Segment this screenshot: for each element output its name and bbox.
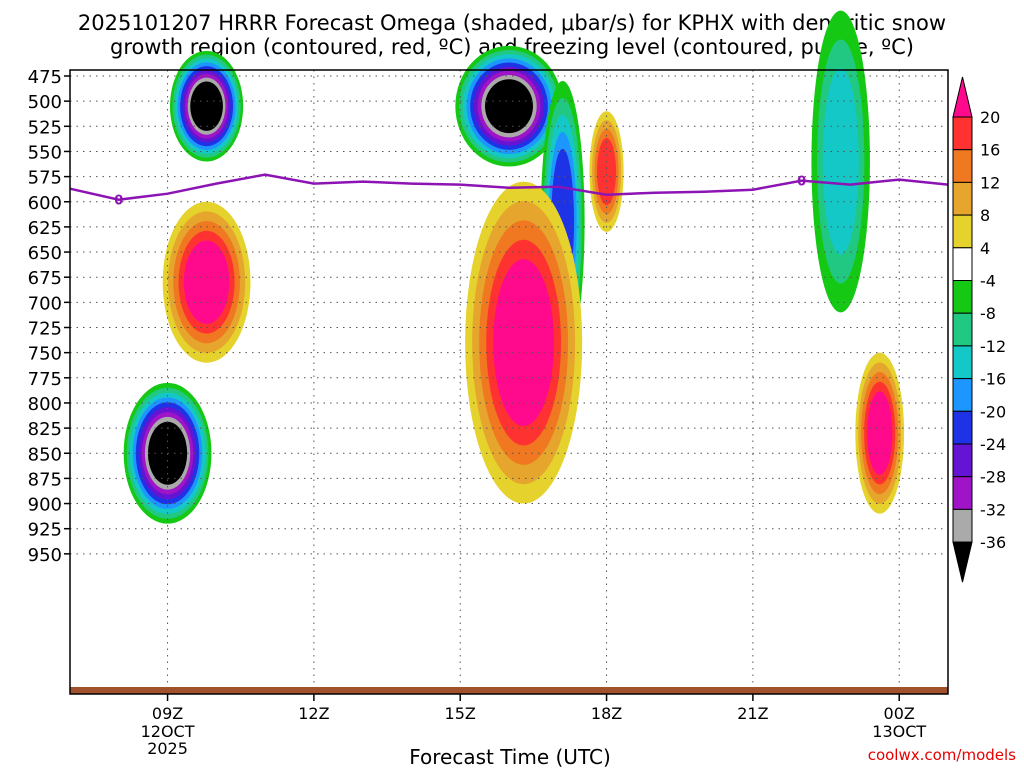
y-tick-label-825: 825 xyxy=(28,419,62,440)
omega-contour-descent-east-20 xyxy=(867,391,893,475)
grid-lines xyxy=(70,70,948,694)
y-axis: 475 500 525 550 575 600 625 650 675 700 725 750 775 8… xyxy=(28,67,70,566)
ground-strip xyxy=(70,687,948,694)
colorbar-swatch-7 xyxy=(952,312,973,347)
freezing-level-label-1: 0 xyxy=(797,175,806,190)
colorbar-label-5: -4 xyxy=(980,272,996,291)
colorbar-label-8: -16 xyxy=(980,370,1006,389)
y-tick-label-950: 950 xyxy=(28,545,62,566)
colorbar-swatch-8 xyxy=(952,345,973,380)
colorbar-label-13: -36 xyxy=(980,533,1006,552)
colorbar-swatch-5 xyxy=(952,247,973,282)
colorbar-swatch-12 xyxy=(952,476,973,510)
colorbar-swatch-4 xyxy=(952,214,973,249)
y-tick-label-750: 750 xyxy=(28,344,62,365)
y-tick-label-850: 850 xyxy=(28,444,62,465)
omega-feature-strong-ascent-upper-2 xyxy=(455,45,563,167)
x-tick-label-21Z: 21Z xyxy=(737,704,768,723)
colorbar-label-3: 8 xyxy=(980,206,990,225)
colorbar-bottom-arrow xyxy=(952,541,973,583)
colorbar-swatch-2 xyxy=(952,149,973,183)
omega-feature-ascent-band-east xyxy=(811,10,870,313)
y-tick-label-550: 550 xyxy=(28,142,62,163)
colorbar-label-11: -28 xyxy=(980,468,1006,487)
colorbar-top-arrow xyxy=(952,76,973,118)
y-tick-label-575: 575 xyxy=(28,168,62,189)
x-axis-label: Forecast Time (UTC) xyxy=(409,745,611,768)
colorbar: 20 16 12 8 4 -4 -8 -12 -16 -20 -24 -28 -32 -36 xyxy=(952,76,1006,583)
freezing-level-line xyxy=(69,173,949,201)
omega-feature-descent-center xyxy=(465,181,583,504)
omega-contour-ascent-band-east--12 xyxy=(822,68,859,255)
omega-contour-descent-center-20 xyxy=(493,259,554,427)
colorbar-swatch-11 xyxy=(952,443,973,478)
x-date-label-09Z: 12OCT xyxy=(141,722,195,741)
plot-area: 00 xyxy=(69,10,949,695)
y-tick-label-675: 675 xyxy=(28,268,62,289)
colorbar-label-1: 16 xyxy=(980,141,1000,160)
y-tick-label-925: 925 xyxy=(28,520,62,541)
omega-contour-descent-west-20 xyxy=(183,240,230,324)
plot-frame xyxy=(69,69,949,695)
colorbar-swatch-3 xyxy=(952,181,973,216)
y-tick-label-875: 875 xyxy=(28,469,62,490)
y-tick-label-700: 700 xyxy=(28,293,62,314)
colorbar-swatch-1 xyxy=(952,116,973,151)
colorbar-label-7: -12 xyxy=(980,337,1006,356)
colorbar-label-0: 20 xyxy=(980,108,1000,127)
y-tick-label-500: 500 xyxy=(28,92,62,113)
y-tick-label-625: 625 xyxy=(28,218,62,239)
colorbar-swatch-9 xyxy=(952,378,973,412)
x-tick-label-15Z: 15Z xyxy=(445,704,476,723)
x-year-label-09Z: 2025 xyxy=(147,739,188,758)
omega-contour-strong-ascent-upper-2--36 xyxy=(485,79,533,134)
omega-feature-descent-narrow xyxy=(589,111,624,232)
y-tick-label-475: 475 xyxy=(28,67,62,88)
omega-feature-strong-ascent-upper-1 xyxy=(169,50,244,162)
colorbar-swatch-13 xyxy=(952,508,973,543)
colorbar-label-9: -20 xyxy=(980,402,1006,421)
omega-contour-strong-ascent-upper-1--36 xyxy=(190,81,223,131)
x-tick-label-09Z: 09Z xyxy=(152,704,183,723)
freezing-level-labels: 00 xyxy=(114,175,806,209)
colorbar-label-12: -32 xyxy=(980,500,1006,519)
y-tick-label-650: 650 xyxy=(28,243,62,264)
y-tick-label-600: 600 xyxy=(28,193,62,214)
x-tick-label-00Z: 00Z xyxy=(884,704,915,723)
x-tick-label-12Z: 12Z xyxy=(298,704,329,723)
y-tick-label-775: 775 xyxy=(28,369,62,390)
omega-feature-descent-west xyxy=(162,201,251,363)
colorbar-swatch-10 xyxy=(952,410,973,445)
colorbar-swatch-6 xyxy=(952,280,973,314)
chart-title-line1: 2025101207 HRRR Forecast Omega (shaded, … xyxy=(78,11,946,35)
freezing-level-label-0: 0 xyxy=(114,194,123,209)
colorbar-label-4: 4 xyxy=(980,239,990,258)
x-date-label-00Z: 13OCT xyxy=(872,722,926,741)
y-tick-label-725: 725 xyxy=(28,319,62,340)
colorbar-label-6: -8 xyxy=(980,304,996,323)
y-tick-label-800: 800 xyxy=(28,394,62,415)
x-tick-label-18Z: 18Z xyxy=(591,704,622,723)
omega-contour-descent-narrow-16 xyxy=(597,137,617,206)
omega-feature-descent-east xyxy=(855,352,905,514)
colorbar-label-10: -24 xyxy=(980,435,1006,454)
colorbar-label-2: 12 xyxy=(980,173,1000,192)
credit-text: coolwx.com/models xyxy=(868,746,1016,764)
y-tick-label-900: 900 xyxy=(28,495,62,516)
y-tick-label-525: 525 xyxy=(28,117,62,138)
